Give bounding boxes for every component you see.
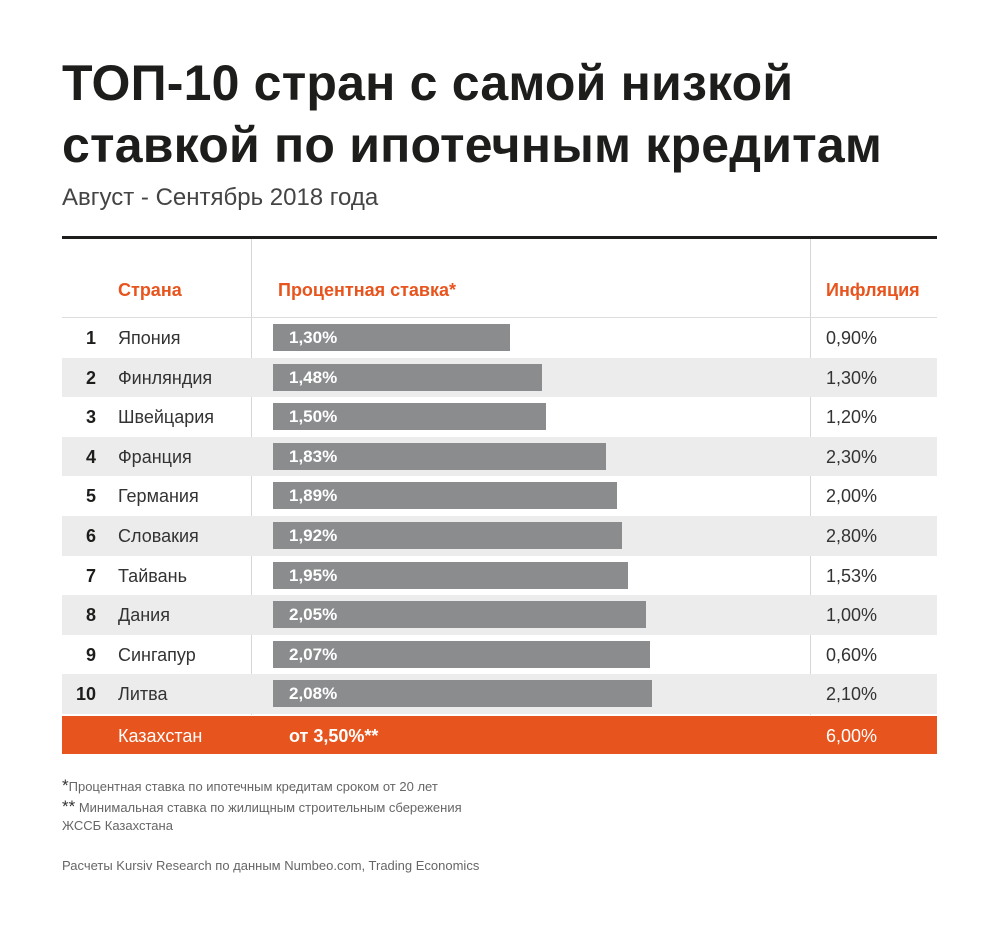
highlight-inflation: 6,00% <box>826 726 878 746</box>
rank-label: 10 <box>75 684 96 705</box>
rate-bar <box>273 324 510 351</box>
country-label: Финляндия <box>118 367 213 388</box>
table-row: 4 Франция 1,83% 2,30% <box>62 436 937 477</box>
rate-value-label: 1,83% <box>289 446 338 466</box>
rate-value-label: 2,07% <box>289 644 338 664</box>
rate-bar <box>273 442 606 470</box>
rate-bar <box>273 403 546 431</box>
country-label: Япония <box>118 328 181 348</box>
column-header-inflation: Инфляция <box>826 280 920 300</box>
footnote-2-text: Минимальная ставка по жилищным строитель… <box>75 800 462 815</box>
rank-label: 4 <box>85 446 96 467</box>
table-row: 6 Словакия 1,92% 2,80% <box>62 515 937 556</box>
rate-value-label: 2,05% <box>289 605 338 625</box>
header-divider <box>62 317 937 318</box>
rate-bar <box>273 680 652 708</box>
inflation-value: 2,80% <box>826 525 878 546</box>
rate-bar <box>273 363 542 391</box>
rate-value-label: 1,48% <box>289 367 338 387</box>
table-row: 2 Финляндия 1,48% 1,30% <box>62 357 937 398</box>
inflation-value: 0,90% <box>826 328 878 348</box>
rank-label: 2 <box>85 367 96 388</box>
country-label: Германия <box>118 486 199 507</box>
table-row: 10 Литва 2,08% 2,10% <box>62 674 937 714</box>
rate-value-label: 1,30% <box>289 328 338 347</box>
highlight-country: Казахстан <box>118 726 203 746</box>
inflation-value: 2,30% <box>826 446 878 467</box>
highlight-row-kazakhstan: Казахстан от 3,50%** 6,00% <box>62 716 937 754</box>
inflation-value: 0,60% <box>826 644 878 665</box>
column-header-country: Страна <box>118 280 182 300</box>
inflation-value: 2,10% <box>826 684 878 705</box>
country-label: Словакия <box>118 525 199 546</box>
rank-label: 7 <box>85 565 96 586</box>
rank-label: 3 <box>85 407 96 428</box>
country-label: Литва <box>118 684 168 705</box>
inflation-value: 1,53% <box>826 565 878 586</box>
chart-title: ТОП-10 стран с самой низкой ставкой по и… <box>62 52 962 176</box>
table-row: 5 Германия 1,89% 2,00% <box>62 476 937 516</box>
footnote-2-continued: ЖССБ Казахстана <box>62 818 173 833</box>
column-header-rate: Процентная ставка* <box>278 280 457 300</box>
rate-value-label: 1,89% <box>289 486 338 506</box>
rate-value-label: 1,95% <box>289 565 338 585</box>
rank-label: 5 <box>85 486 96 507</box>
footnote-2-mark: ** <box>62 797 76 816</box>
inflation-value: 1,20% <box>826 407 878 428</box>
country-label: Швейцария <box>118 407 215 428</box>
column-divider-left <box>251 239 252 715</box>
chart-title-line-1: ТОП-10 стран с самой низкой <box>62 55 794 111</box>
country-label: Тайвань <box>118 565 187 586</box>
inflation-value: 2,00% <box>826 486 878 507</box>
inflation-value: 1,30% <box>826 367 878 388</box>
rate-value-label: 2,08% <box>289 684 338 704</box>
column-divider-right <box>810 239 811 715</box>
rate-bar <box>273 561 628 589</box>
country-label: Дания <box>118 605 170 626</box>
footnote-1: *Процентная ставка по ипотечным кредитам… <box>62 776 438 796</box>
rate-value-label: 1,92% <box>289 525 338 545</box>
highlight-rate: от 3,50%** <box>289 726 379 746</box>
inflation-value: 1,00% <box>826 605 878 626</box>
chart-title-line-2: ставкой по ипотечным кредитам <box>62 117 883 173</box>
source-note: Расчеты Kursiv Research по данным Numbeo… <box>62 858 480 873</box>
rate-bar <box>273 482 617 510</box>
rank-label: 1 <box>85 328 96 348</box>
rate-bar <box>273 640 650 668</box>
rate-bar <box>273 601 646 629</box>
footnote-1-text: Процентная ставка по ипотечным кредитам … <box>68 779 438 794</box>
chart-subtitle: Август - Сентябрь 2018 года <box>62 184 379 211</box>
table-row: 3 Швейцария 1,50% 1,20% <box>62 397 937 437</box>
table-row: 7 Тайвань 1,95% 1,53% <box>62 556 937 596</box>
footnote-2: ** Минимальная ставка по жилищным строит… <box>62 797 462 817</box>
country-label: Сингапур <box>118 644 196 665</box>
rank-label: 6 <box>85 525 96 546</box>
footnote-1-mark: * <box>62 776 69 795</box>
rate-bar <box>273 521 622 549</box>
table-row: 9 Сингапур 2,07% 0,60% <box>62 635 937 675</box>
country-label: Франция <box>118 446 192 467</box>
rate-value-label: 1,50% <box>289 407 338 427</box>
rank-label: 8 <box>85 605 96 626</box>
ranking-table: 1 Япония 1,30% 0,90% 2 Финляндия 1,48% 1,30% 3 Шв… <box>62 318 937 714</box>
table-row: 1 Япония 1,30% 0,90% <box>62 318 937 358</box>
table-row: 8 Дания 2,05% 1,00% <box>62 595 937 635</box>
top-divider <box>62 236 937 239</box>
rank-label: 9 <box>85 644 96 665</box>
